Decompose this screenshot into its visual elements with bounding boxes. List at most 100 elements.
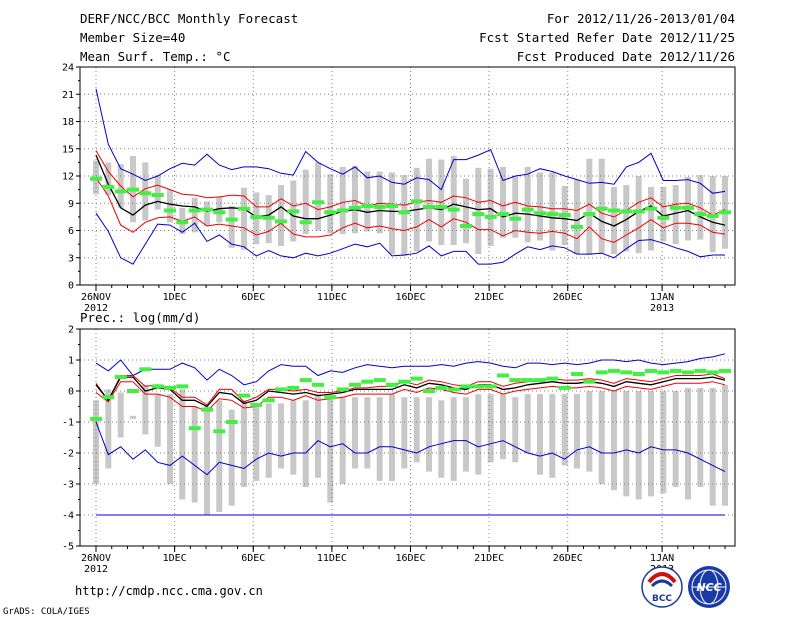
ensemble-box bbox=[450, 397, 457, 481]
ensemble-box bbox=[241, 400, 247, 488]
ensemble-box bbox=[204, 201, 210, 226]
median-marker bbox=[287, 385, 300, 390]
ensemble-box bbox=[327, 397, 334, 503]
median-marker bbox=[127, 389, 139, 393]
median-marker bbox=[349, 205, 361, 210]
ensemble-box bbox=[376, 171, 383, 234]
ensemble-box bbox=[697, 387, 704, 488]
median-marker bbox=[225, 420, 238, 424]
y-tick-label: -2 bbox=[62, 449, 74, 460]
ensemble-box bbox=[709, 387, 716, 506]
ensemble-box bbox=[475, 394, 482, 475]
median-marker bbox=[558, 213, 571, 218]
median-marker bbox=[398, 210, 411, 215]
y-tick-label: 15 bbox=[62, 144, 74, 155]
series-lower-line bbox=[95, 381, 726, 412]
median-marker bbox=[127, 187, 139, 192]
x-tick-label: 6DEC bbox=[241, 553, 265, 564]
x-tick-label: 6DEC bbox=[241, 292, 265, 303]
ensemble-box bbox=[154, 394, 161, 447]
median-marker bbox=[213, 210, 226, 215]
median-marker bbox=[238, 206, 250, 211]
ensemble-box bbox=[401, 397, 408, 469]
ensemble-box bbox=[426, 397, 432, 472]
chart-title: DERF/NCC/BCC Monthly Forecast bbox=[80, 11, 298, 26]
median-marker bbox=[225, 217, 238, 222]
ensemble-box bbox=[598, 391, 605, 484]
ensemble-box bbox=[549, 394, 556, 478]
median-marker bbox=[620, 370, 633, 375]
series-min-line bbox=[95, 421, 726, 476]
x-tick-label: 26NOV bbox=[81, 292, 111, 303]
median-marker bbox=[669, 368, 682, 373]
median-marker bbox=[608, 368, 620, 373]
median-marker bbox=[423, 389, 435, 393]
median-marker bbox=[250, 214, 263, 219]
grads-credit: GrADS: COLA/IGES bbox=[3, 607, 90, 617]
median-marker bbox=[583, 212, 596, 217]
median-marker bbox=[645, 368, 657, 373]
y-tick-label: 1 bbox=[68, 356, 74, 367]
x-tick-label: 1JAN bbox=[650, 292, 674, 303]
median-marker bbox=[201, 207, 213, 212]
median-marker bbox=[447, 207, 460, 212]
median-marker bbox=[164, 385, 176, 390]
median-marker bbox=[497, 212, 509, 217]
median-marker bbox=[176, 384, 189, 389]
ensemble-box bbox=[302, 400, 309, 488]
median-marker bbox=[706, 370, 719, 375]
series-mean-line bbox=[95, 376, 726, 408]
median-marker bbox=[571, 224, 583, 229]
ensemble-box bbox=[512, 176, 519, 238]
median-marker bbox=[275, 219, 287, 224]
median-marker bbox=[546, 212, 559, 217]
median-marker bbox=[719, 368, 731, 373]
x-tick-label: 16DEC bbox=[395, 553, 425, 564]
ensemble-box bbox=[179, 389, 186, 500]
median-marker bbox=[312, 200, 324, 205]
median-marker bbox=[546, 376, 559, 381]
member-size-label: Member Size=40 bbox=[80, 30, 185, 45]
variable-label: Mean Surf. Temp.: °C bbox=[80, 49, 231, 64]
median-marker bbox=[472, 384, 485, 389]
ensemble-box bbox=[487, 168, 494, 246]
ensemble-box bbox=[228, 409, 235, 506]
median-marker bbox=[102, 395, 115, 400]
ensemble-box bbox=[648, 391, 654, 497]
median-marker bbox=[595, 370, 608, 375]
ncc-logo-text: NCC bbox=[696, 581, 721, 594]
median-marker bbox=[213, 429, 226, 434]
y-tick-label: 9 bbox=[68, 199, 74, 210]
median-marker bbox=[632, 372, 645, 376]
ensemble-box bbox=[672, 185, 679, 245]
ensemble-box bbox=[339, 397, 346, 484]
ensemble-box bbox=[204, 406, 210, 515]
median-marker bbox=[201, 407, 213, 412]
ensemble-box bbox=[191, 197, 198, 233]
ensemble-box bbox=[352, 166, 358, 234]
ensemble-box bbox=[191, 406, 198, 503]
median-marker bbox=[706, 214, 719, 218]
bcc-logo-text: BCC bbox=[652, 594, 672, 604]
median-marker bbox=[682, 205, 694, 210]
ensemble-box bbox=[574, 179, 580, 255]
median-marker bbox=[521, 378, 534, 383]
median-marker bbox=[373, 204, 386, 209]
y-tick-label: 24 bbox=[62, 63, 74, 74]
ensemble-box bbox=[685, 387, 691, 500]
median-marker bbox=[287, 209, 300, 214]
median-marker bbox=[262, 398, 275, 403]
ensemble-box bbox=[105, 162, 112, 196]
median-marker bbox=[657, 370, 670, 375]
median-marker bbox=[151, 384, 164, 389]
median-marker bbox=[595, 206, 608, 211]
ensemble-box bbox=[598, 158, 605, 255]
ensemble-box bbox=[228, 206, 235, 248]
y-tick-label: 0 bbox=[68, 387, 74, 398]
median-marker bbox=[558, 385, 571, 390]
ensemble-box bbox=[512, 397, 519, 463]
ensemble-box bbox=[524, 394, 531, 453]
y-tick-label: -1 bbox=[62, 418, 74, 429]
ensemble-box bbox=[623, 185, 630, 252]
median-marker bbox=[509, 216, 522, 221]
